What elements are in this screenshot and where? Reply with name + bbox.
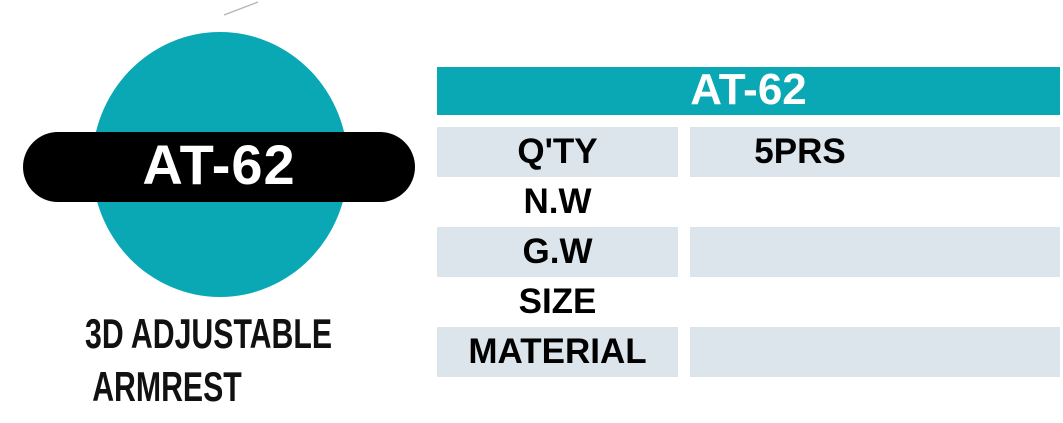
product-code-pill: AT-62 — [23, 132, 415, 202]
table-row: G.W — [437, 227, 1060, 277]
row-value-size — [690, 277, 1060, 327]
product-caption: 3D ADJUSTABLE ARMREST — [85, 307, 332, 413]
row-value-nw — [690, 177, 1060, 227]
spec-table-rows: Q'TY 5PRS N.W G.W SIZE MATERIAL — [437, 127, 1060, 377]
row-value-material — [690, 327, 1060, 377]
row-value-gw — [690, 227, 1060, 277]
table-row: Q'TY 5PRS — [437, 127, 1060, 177]
row-label-material: MATERIAL — [437, 327, 678, 377]
leader-line — [223, 1, 259, 16]
row-label-size: SIZE — [518, 282, 597, 321]
product-code-label: AT-62 — [142, 133, 296, 196]
row-label-gw: G.W — [437, 227, 678, 277]
row-label-nw: N.W — [523, 182, 592, 221]
table-row: N.W — [437, 177, 1060, 227]
spec-table: AT-62 Q'TY 5PRS N.W G.W SIZE MATERIAL — [437, 67, 1060, 377]
table-row: SIZE — [437, 277, 1060, 327]
product-caption-line2: ARMREST — [92, 363, 242, 410]
row-label-qty: Q'TY — [437, 127, 678, 177]
row-value-qty: 5PRS — [690, 127, 1060, 177]
table-row: MATERIAL — [437, 327, 1060, 377]
product-caption-line1: 3D ADJUSTABLE — [85, 310, 332, 357]
spec-table-header: AT-62 — [437, 67, 1060, 115]
